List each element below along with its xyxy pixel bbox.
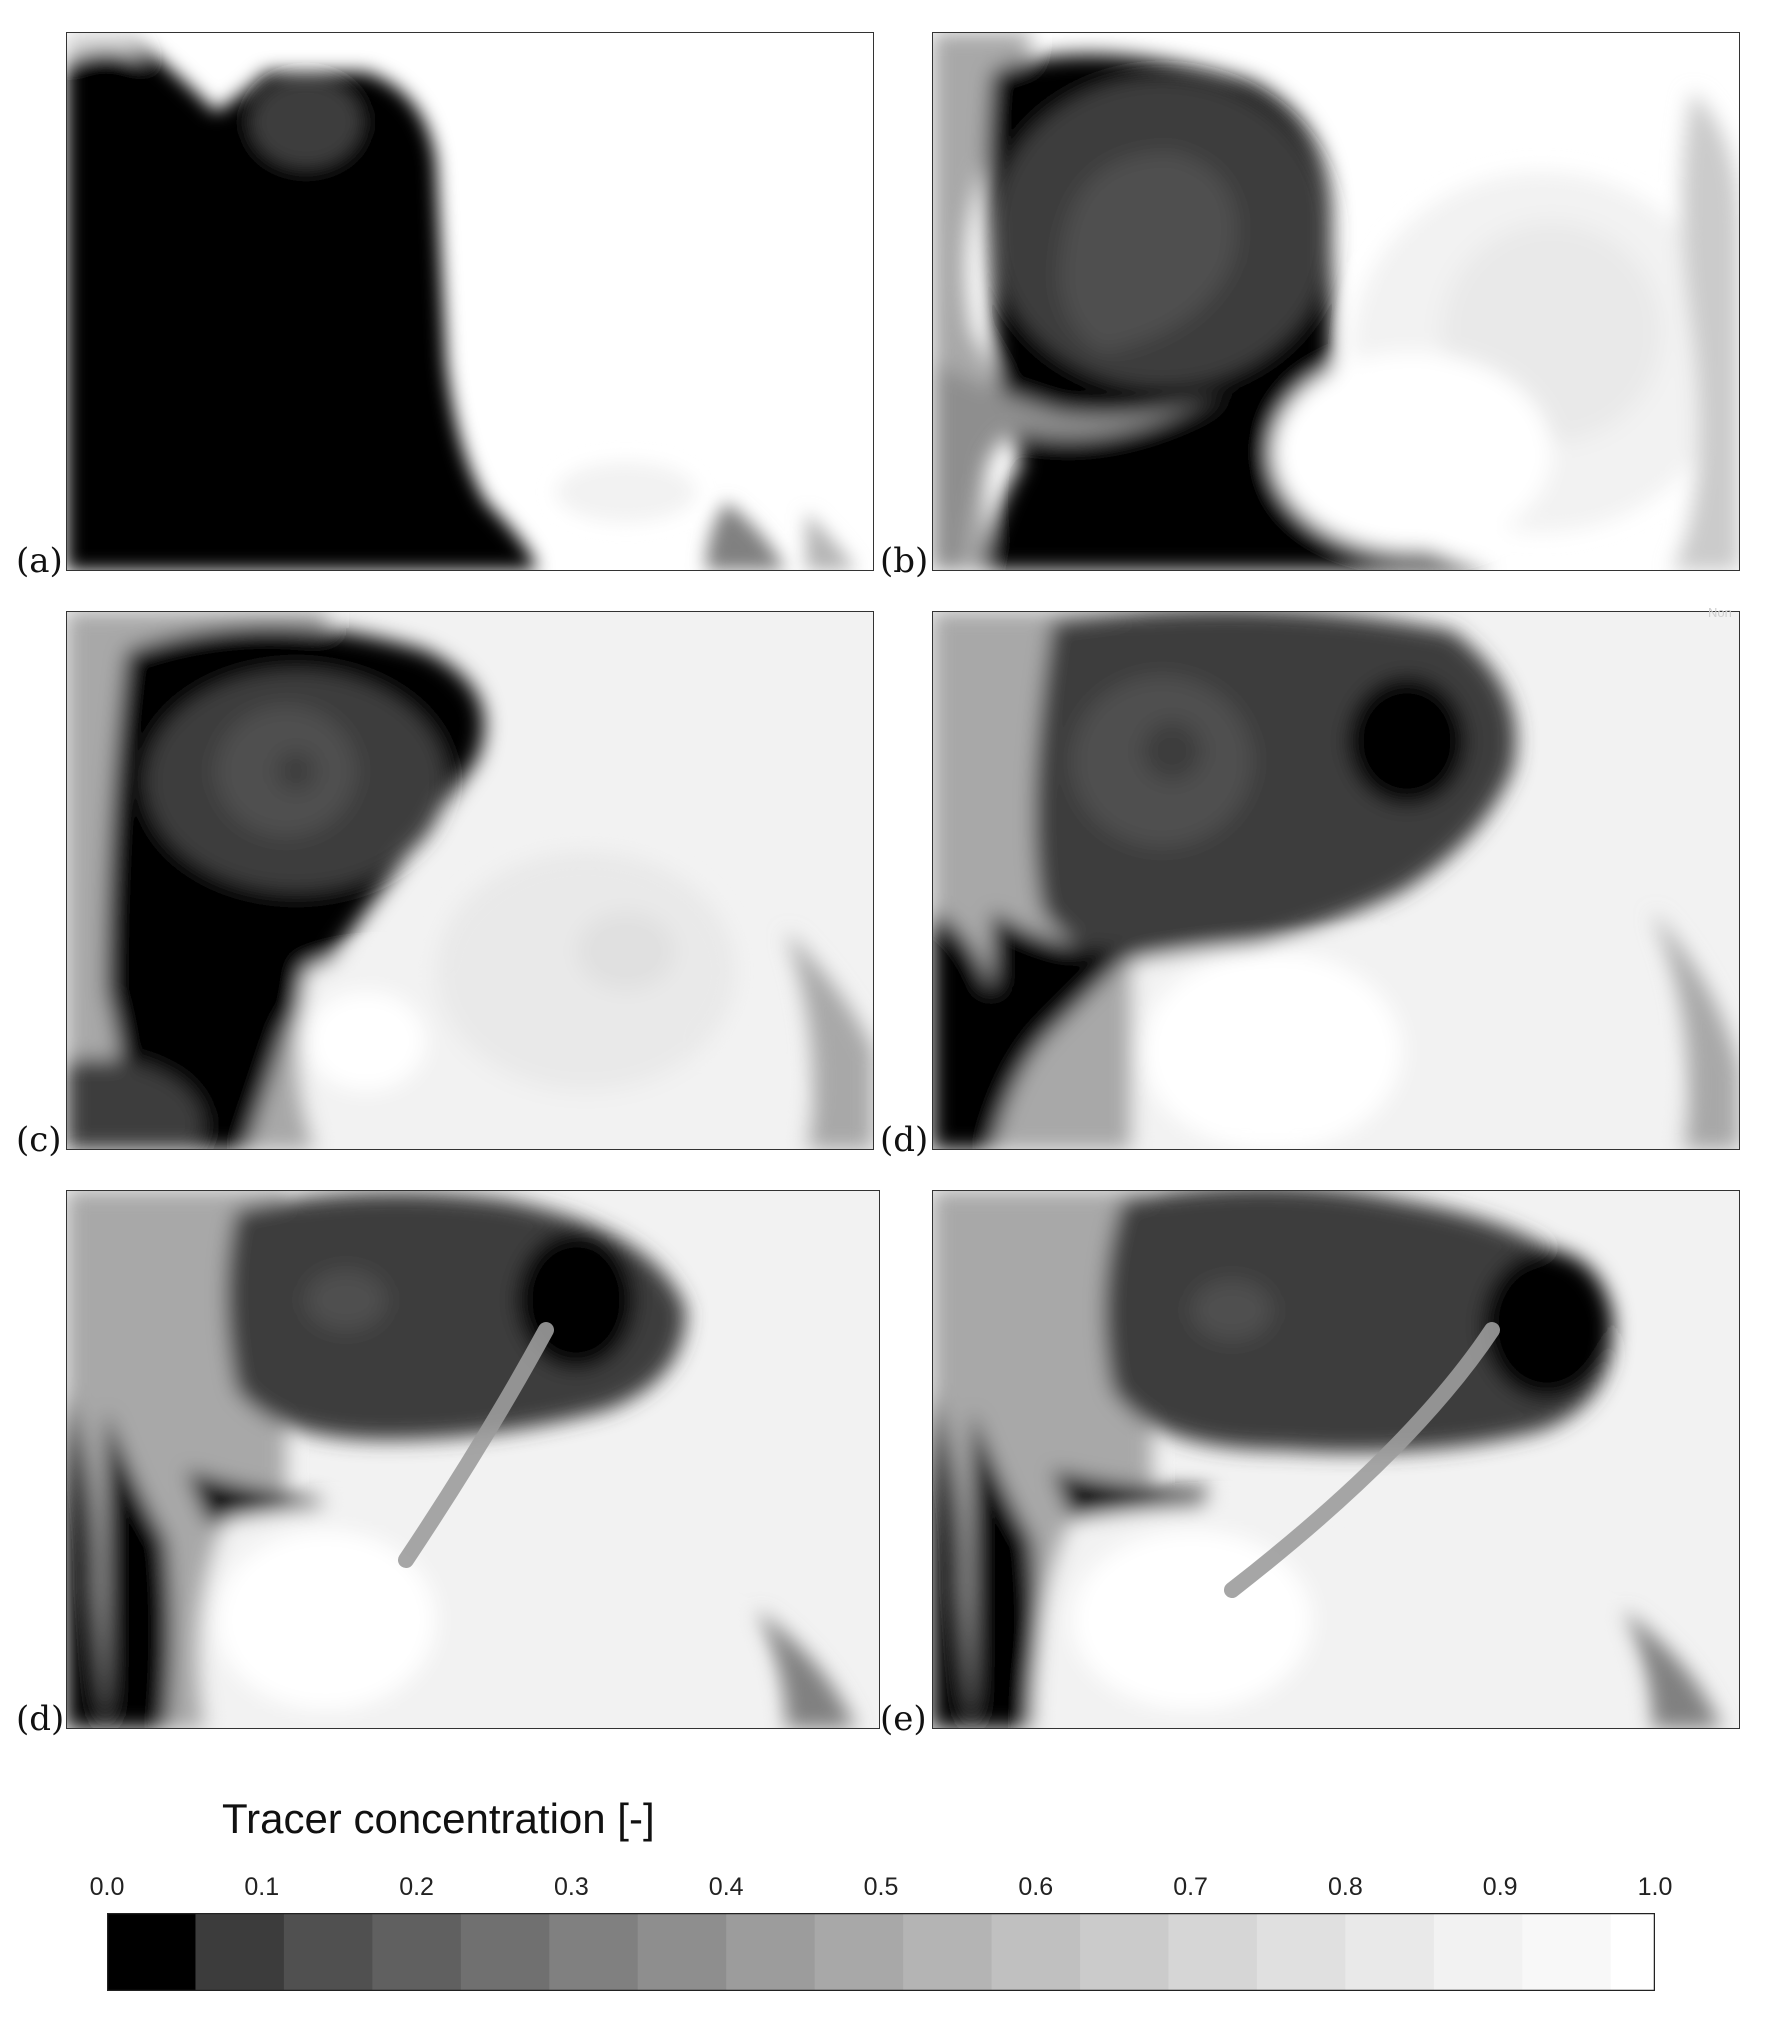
colorbar-swatch (107, 1913, 197, 1991)
panel-b-label: (b) (880, 541, 929, 581)
panel-c-label: (c) (16, 1120, 62, 1160)
panel-c-plot (66, 611, 874, 1150)
colorbar-swatch (1433, 1913, 1523, 1991)
panel-e: (e) (880, 1190, 1740, 1736)
panel-a: (a) (16, 32, 874, 578)
colorbar-swatch (814, 1913, 904, 1991)
panel-c: (c) (16, 611, 874, 1157)
panel-d-lower: (d) (16, 1190, 880, 1736)
panel-e-label: (e) (880, 1699, 927, 1739)
colorbar-tick-label: 1.0 (1637, 1873, 1673, 1901)
panel-b: (b) (880, 32, 1740, 578)
colorbar-tick-label: 0.1 (244, 1873, 280, 1901)
colorbar-swatch (1080, 1913, 1170, 1991)
colorbar-tick-label: 0.8 (1328, 1873, 1363, 1901)
colorbar-swatch (1522, 1913, 1612, 1991)
colorbar-swatch (283, 1913, 373, 1991)
colorbar-tick-label: 0.0 (89, 1873, 125, 1901)
colorbar-swatch (195, 1913, 285, 1991)
colorbar-swatch (372, 1913, 462, 1991)
colorbar-title: Tracer concentration [-] (222, 1795, 655, 1842)
colorbar-swatch (1168, 1913, 1258, 1991)
panel-d-lower-plot (66, 1190, 880, 1729)
panel-d-lower-label: (d) (16, 1699, 65, 1739)
colorbar-swatch (637, 1913, 727, 1991)
panel-e-plot (932, 1190, 1740, 1729)
colorbar-tick-label: 0.5 (863, 1873, 899, 1901)
panel-d-upper: (d) (880, 611, 1740, 1157)
colorbar (107, 1913, 1655, 1991)
corner-tag: Non (1708, 605, 1732, 620)
colorbar-tick-label: 0.2 (399, 1873, 434, 1901)
panel-d-upper-plot (932, 611, 1740, 1150)
colorbar-swatch (991, 1913, 1081, 1991)
colorbar-swatch (1610, 1913, 1655, 1991)
colorbar-swatch (903, 1913, 993, 1991)
colorbar-swatch (1256, 1913, 1346, 1991)
colorbar-tick-label: 0.3 (554, 1873, 589, 1901)
colorbar-tick-label: 0.4 (708, 1873, 744, 1901)
panel-a-plot (66, 32, 874, 571)
colorbar-swatch (460, 1913, 550, 1991)
colorbar-swatch (1345, 1913, 1435, 1991)
colorbar-tick-label: 0.9 (1482, 1873, 1518, 1901)
panel-b-plot (932, 32, 1740, 571)
colorbar-border (107, 1913, 1655, 1991)
colorbar-swatch (549, 1913, 639, 1991)
panel-a-label: (a) (16, 541, 63, 581)
panel-d-upper-label: (d) (880, 1120, 929, 1160)
colorbar-tick-label: 0.6 (1018, 1873, 1054, 1901)
colorbar-swatch (726, 1913, 816, 1991)
colorbar-tick-label: 0.7 (1173, 1873, 1208, 1901)
